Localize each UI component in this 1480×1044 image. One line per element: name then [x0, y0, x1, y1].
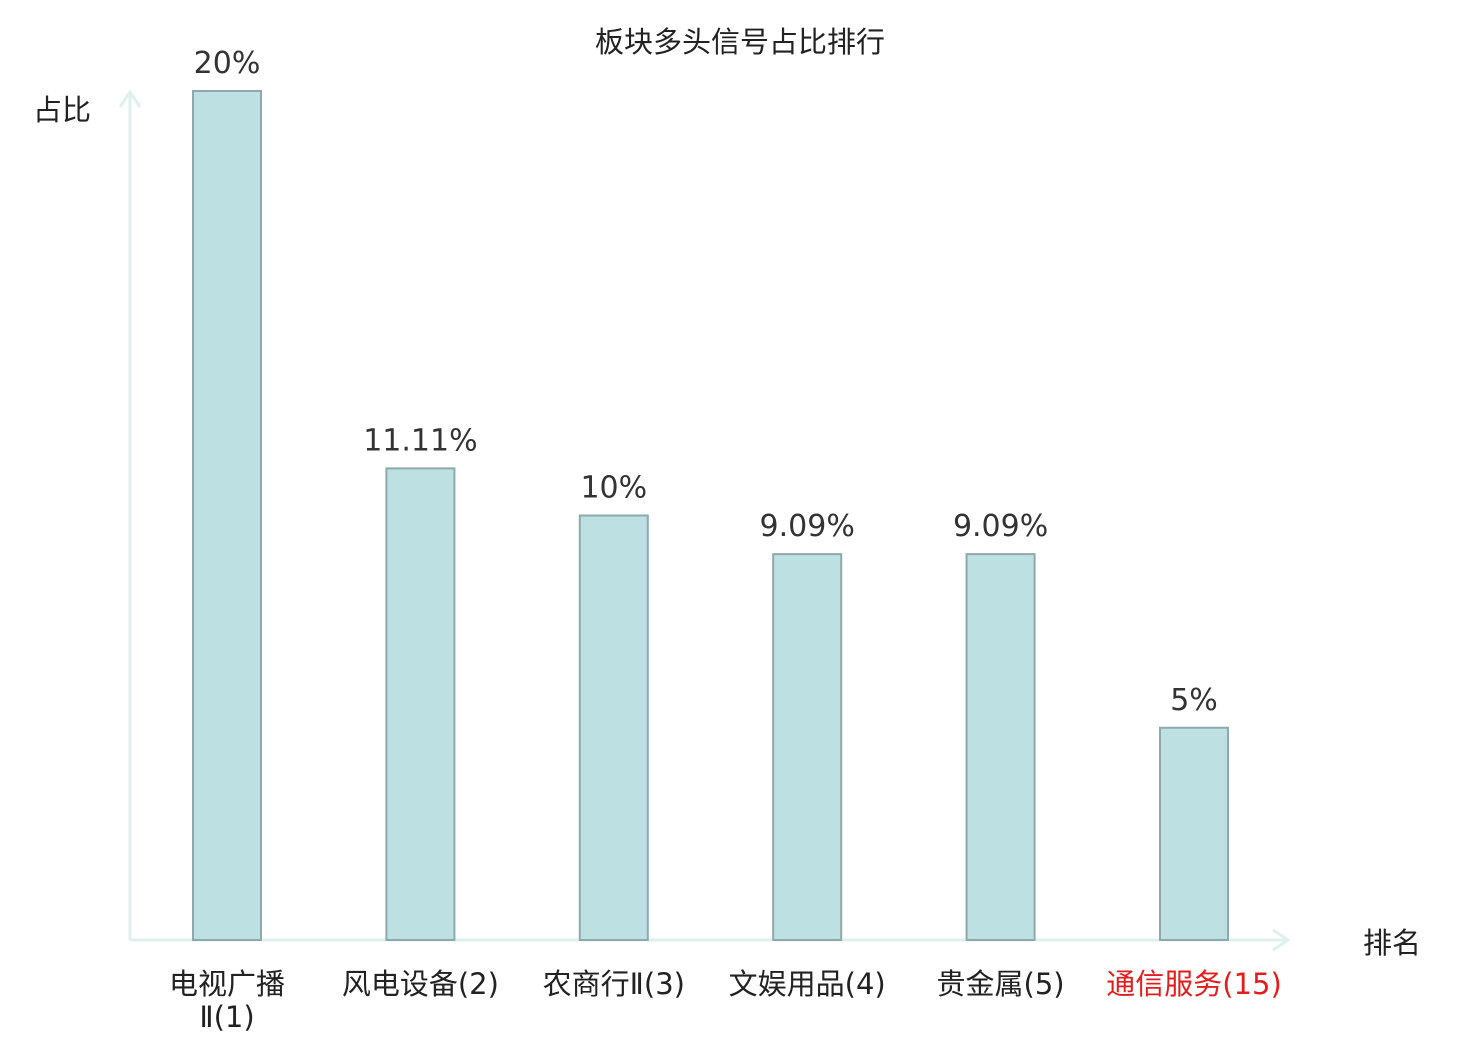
bar [772, 553, 843, 942]
data-label: 20% [194, 46, 261, 81]
x-tick-label: 文娱用品(4) [729, 967, 886, 1001]
bars [192, 90, 1229, 942]
x-axis-label: 排名 [1363, 926, 1421, 960]
x-tick-label: 风电设备(2) [342, 967, 499, 1001]
bar [385, 467, 456, 941]
data-label: 11.11% [363, 423, 477, 458]
bar [578, 514, 649, 941]
data-label: 9.09% [760, 509, 855, 544]
data-label: 5% [1170, 683, 1218, 718]
x-tick-label: 通信服务(15) [1106, 967, 1282, 1001]
x-tick-label: 电视广播 [169, 967, 285, 1001]
x-tick-label: Ⅱ(1) [199, 1000, 254, 1034]
data-label: 10% [580, 471, 647, 506]
bar [1159, 726, 1229, 941]
data-label: 9.09% [953, 509, 1048, 544]
y-axis-arrowhead [118, 89, 142, 108]
x-axis-arrowhead [1272, 928, 1291, 952]
value-labels: 20% 11.11% 10% 9.09% 9.09% 5% [194, 46, 1218, 718]
x-tick-label: 贵金属(5) [937, 967, 1065, 1001]
chart-title: 板块多头信号占比排行 [595, 25, 885, 59]
y-axis-label: 占比 [33, 93, 91, 127]
bar [965, 553, 1036, 942]
x-tick-label: 农商行Ⅱ(3) [543, 967, 685, 1001]
axes [118, 89, 1291, 952]
bar [192, 90, 262, 941]
